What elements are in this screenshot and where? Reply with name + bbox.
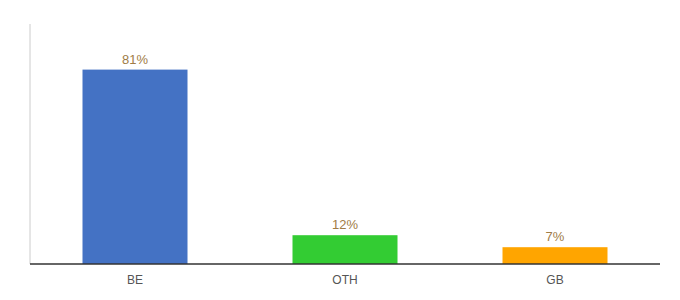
chart: 81% 12% 7% BE OTH GB: [0, 0, 680, 300]
x-tick-label: OTH: [332, 273, 357, 287]
y-axis-line: [30, 24, 31, 264]
bar: [293, 235, 398, 264]
data-label: 12%: [332, 217, 358, 232]
x-axis: BE OTH GB: [127, 273, 564, 287]
data-label: 7%: [546, 229, 565, 244]
x-axis-line: [30, 263, 660, 265]
data-labels: 81% 12% 7%: [122, 52, 565, 245]
bar: [83, 70, 188, 264]
bar: [503, 247, 608, 264]
x-tick-label: GB: [546, 273, 563, 287]
data-label: 81%: [122, 52, 148, 67]
bars: [83, 70, 608, 264]
chart-container: 81% 12% 7% BE OTH GB: [0, 0, 680, 300]
x-tick-label: BE: [127, 273, 143, 287]
